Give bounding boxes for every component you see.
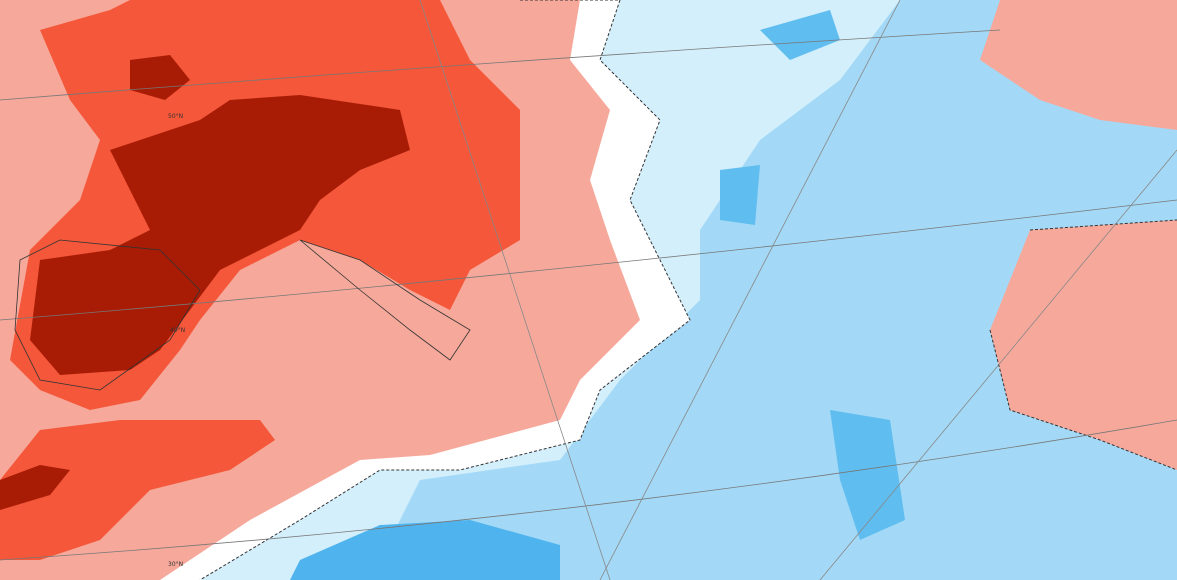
warm-zone-east — [980, 0, 1177, 130]
hot-zone-africa — [0, 420, 275, 560]
extreme-zone — [30, 95, 410, 375]
cool-spot — [290, 520, 560, 580]
latitude-line — [0, 29, 1001, 101]
meridian-line — [419, 0, 1177, 580]
warm-zone-southeast — [990, 220, 1177, 470]
latitude-label: 50°N — [168, 113, 183, 120]
coastline — [299, 239, 471, 361]
latitude-label: 30°N — [168, 561, 183, 568]
latitude-label: 40°N — [170, 327, 185, 334]
latitude-line — [0, 419, 1177, 561]
cool-spot — [720, 165, 760, 225]
cool-spot — [830, 410, 905, 540]
zero-contour — [199, 0, 691, 580]
zero-contour — [989, 219, 1177, 471]
coastline — [14, 239, 201, 391]
latitude-line — [0, 199, 1177, 321]
cool-spot — [760, 10, 840, 60]
extreme-zone-africa — [0, 465, 70, 510]
